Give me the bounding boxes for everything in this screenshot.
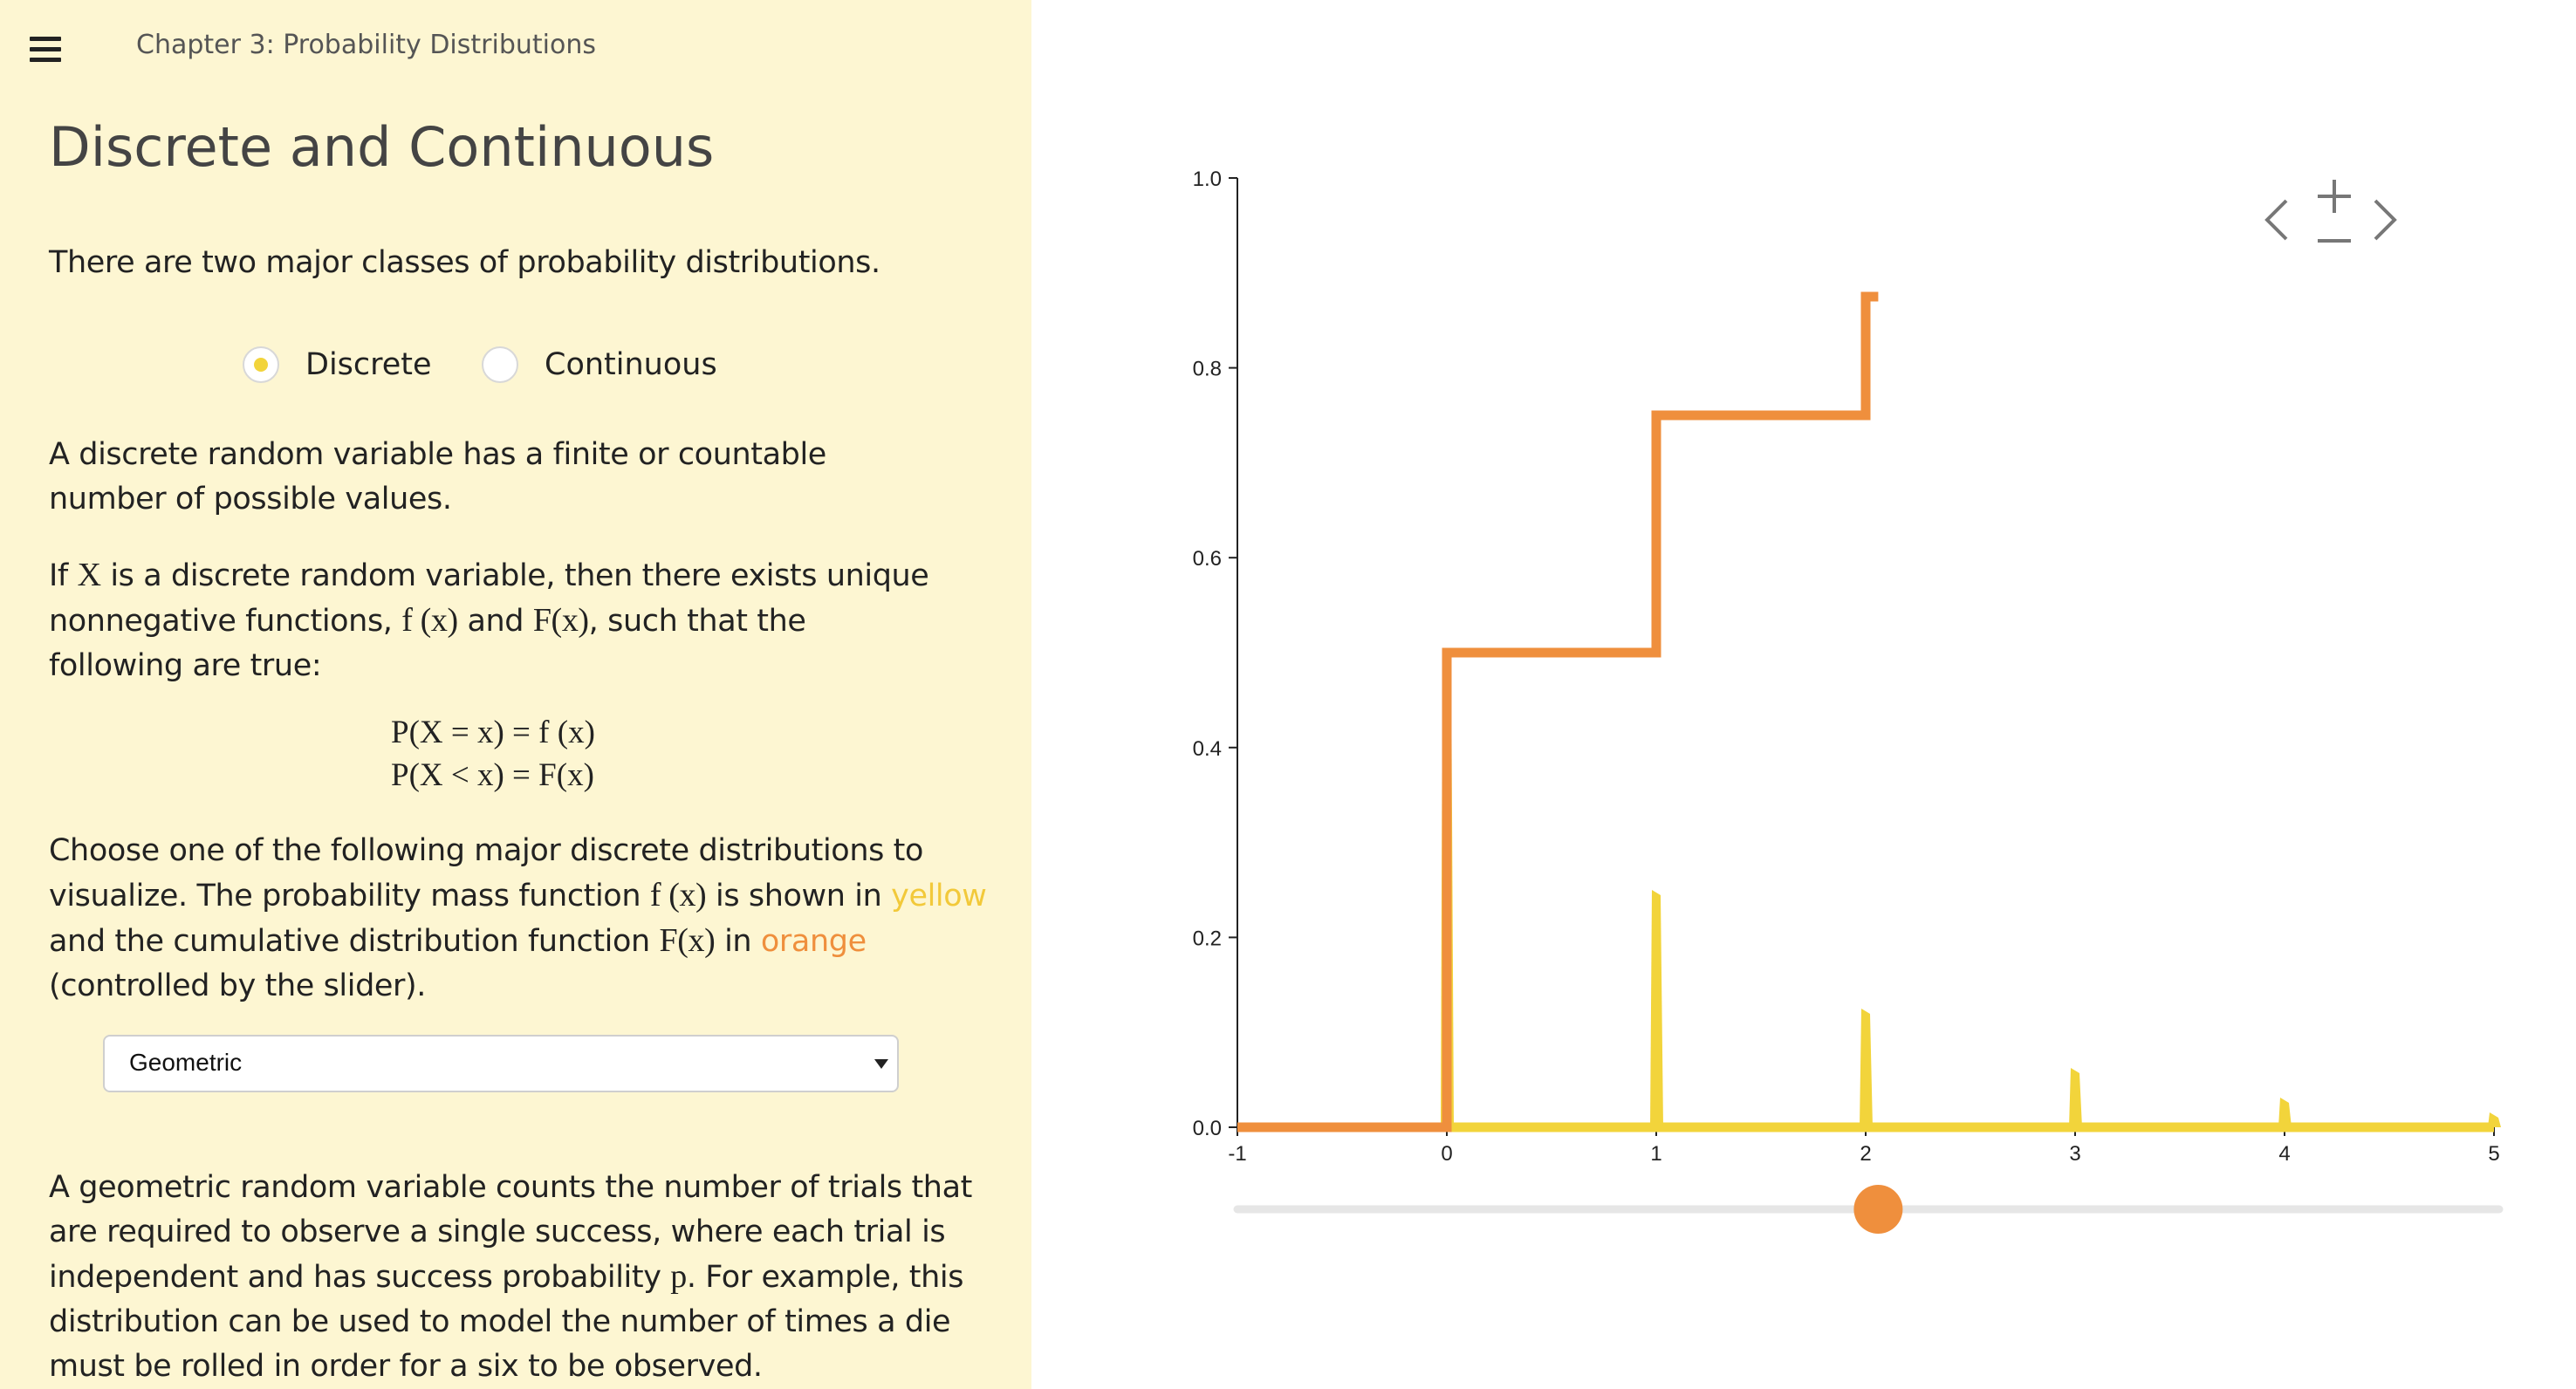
math-p: p: [670, 1258, 687, 1295]
text-span: , such that the following are true:: [49, 604, 806, 683]
radio-continuous-circle[interactable]: [482, 346, 518, 383]
y-tick-label: 1.0: [1193, 168, 1222, 191]
math-F-of-x: F(x): [659, 922, 716, 959]
chart-navigation: [2260, 174, 2417, 270]
section-title: Discrete and Continuous: [49, 115, 715, 179]
pmf-spike: [2069, 1068, 2082, 1127]
pmf-spike: [1860, 1009, 1873, 1127]
radio-continuous-label: Continuous: [545, 347, 717, 382]
text-span: in: [715, 924, 761, 959]
x-tick-label: 1: [1650, 1142, 1661, 1166]
text-span: is shown in: [706, 879, 892, 913]
cdf-slider-handle[interactable]: [1853, 1185, 1903, 1234]
math-F-of-x: F(x): [532, 602, 589, 639]
orange-keyword: orange: [760, 924, 867, 959]
distribution-class-radio-group: Discrete Continuous: [0, 339, 1031, 391]
cdf-step-line: [1237, 291, 1879, 1132]
formula-pmf: P(X = x) = f (x): [391, 715, 595, 750]
y-tick-label: 0.2: [1193, 927, 1222, 950]
math-f-of-x: f (x): [649, 877, 707, 913]
x-tick-label: 2: [1860, 1142, 1871, 1166]
chevron-left-icon[interactable]: [2260, 194, 2295, 246]
y-tick-label: 0.4: [1193, 737, 1222, 761]
x-tick-label: -1: [1228, 1142, 1246, 1166]
distribution-select[interactable]: Geometric: [103, 1035, 899, 1092]
radio-continuous[interactable]: Continuous: [482, 339, 717, 391]
sidebar-panel: Chapter 3: Probability Distributions Dis…: [0, 0, 1031, 1389]
instructions-paragraph: Choose one of the following major discre…: [49, 829, 991, 1009]
x-tick-label: 4: [2278, 1142, 2290, 1166]
chevron-down-icon: [874, 1059, 888, 1069]
chevron-right-icon[interactable]: [2367, 194, 2401, 246]
discrete-definition-text: A discrete random variable has a finite …: [49, 437, 826, 517]
text-span: is a discrete random variable, then ther…: [49, 558, 929, 639]
text-span: Choose one of the following major discre…: [49, 833, 923, 913]
breadcrumb: Chapter 3: Probability Distributions: [136, 30, 596, 60]
math-f-of-x: f (x): [401, 602, 458, 639]
radio-discrete[interactable]: Discrete: [243, 339, 432, 391]
definition-paragraph: If X is a discrete random variable, then…: [49, 553, 930, 688]
formula-cdf: P(X < x) = F(x): [391, 757, 594, 793]
radio-discrete-circle[interactable]: [243, 346, 279, 383]
text-span: and the cumulative distribution function: [49, 924, 660, 959]
radio-discrete-label: Discrete: [305, 347, 432, 382]
pmf-spike: [2488, 1112, 2501, 1127]
y-tick-label: 0.6: [1193, 547, 1222, 571]
text-span: (controlled by the slider).: [49, 968, 426, 1003]
text-span: . For example, this distribution can be …: [49, 1260, 964, 1384]
pmf-spike: [1650, 890, 1663, 1127]
hamburger-menu-icon[interactable]: [30, 37, 61, 65]
yellow-keyword: yellow: [891, 879, 987, 913]
x-tick-label: 3: [2069, 1142, 2080, 1166]
text-span: If: [49, 558, 78, 593]
text-span: and: [457, 604, 533, 639]
intro-text: There are two major classes of probabili…: [49, 245, 880, 280]
distribution-chart: 0.0 0.2 0.4 0.6 0.8 1.0 -1 0 1 2 3 4 5: [1193, 168, 2504, 1234]
x-tick-label: 0: [1441, 1142, 1452, 1166]
zoom-out-icon[interactable]: [2312, 223, 2356, 258]
math-X: X: [77, 557, 101, 593]
pmf-spike: [2278, 1098, 2292, 1127]
geometric-description: A geometric random variable counts the n…: [49, 1166, 1000, 1389]
zoom-in-icon[interactable]: [2312, 174, 2356, 218]
distribution-select-value: Geometric: [129, 1049, 243, 1076]
y-tick-label: 0.8: [1193, 358, 1222, 381]
text-span: A geometric random variable counts the n…: [49, 1170, 972, 1295]
y-tick-label: 0.0: [1193, 1117, 1222, 1140]
x-tick-label: 5: [2488, 1142, 2499, 1166]
